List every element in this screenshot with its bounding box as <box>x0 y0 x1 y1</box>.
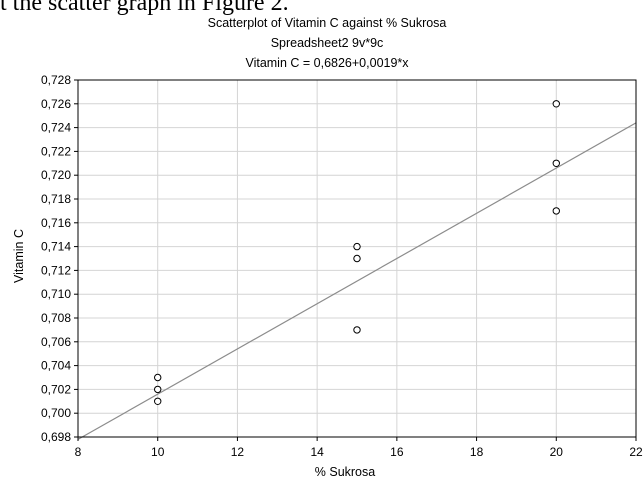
y-tick-label: 0,724 <box>41 121 71 135</box>
data-point <box>353 254 361 263</box>
x-axis-label: % Sukrosa <box>315 465 375 478</box>
x-tick-label: 18 <box>470 445 484 459</box>
chart-title: Scatterplot of Vitamin C against % Sukro… <box>208 16 447 30</box>
data-point <box>154 385 162 394</box>
data-point <box>552 207 560 215</box>
data-point <box>353 326 361 334</box>
regression-line <box>77 122 637 440</box>
y-tick-label: 0,698 <box>41 430 71 444</box>
plot-frame <box>77 79 637 438</box>
y-tick-label: 0,712 <box>41 263 71 277</box>
data-point <box>154 373 162 382</box>
data-point <box>154 397 162 405</box>
y-tick-label: 0,702 <box>41 382 71 396</box>
regression-equation: Vitamin C = 0,6826+0,0019*x <box>245 56 409 70</box>
y-tick-label: 0,718 <box>41 192 71 206</box>
document-lead-text: t the scatter graph in Figure 2. <box>0 0 289 16</box>
y-tick-label: 0,704 <box>41 359 71 373</box>
y-tick-label: 0,728 <box>41 73 71 87</box>
x-tick-label: 12 <box>231 445 245 459</box>
grid-lines <box>77 79 637 438</box>
y-tick-label: 0,700 <box>41 406 71 420</box>
y-tick-label: 0,708 <box>41 311 71 325</box>
x-tick-label: 22 <box>629 445 643 459</box>
chart-subtitle: Spreadsheet2 9v*9c <box>271 36 384 50</box>
y-tick-label: 0,726 <box>41 97 71 111</box>
y-tick-label: 0,716 <box>41 216 71 230</box>
x-tick-label: 20 <box>550 445 564 459</box>
data-point <box>353 242 361 251</box>
y-tick-label: 0,706 <box>41 335 71 349</box>
y-tick-label: 0,714 <box>41 240 71 254</box>
axis-ticks: 8 10 12 14 16 18 20 22 0,698 0,700 0,702 0,704 0,706… <box>41 73 643 459</box>
data-point <box>552 100 560 108</box>
y-tick-label: 0,720 <box>41 168 71 182</box>
x-tick-label: 8 <box>75 445 82 459</box>
x-tick-label: 14 <box>310 445 324 459</box>
y-tick-label: 0,710 <box>41 287 71 301</box>
regression-line-group <box>77 122 637 440</box>
data-point <box>552 159 560 168</box>
x-tick-label: 10 <box>151 445 165 459</box>
data-points <box>154 100 560 405</box>
y-tick-label: 0,722 <box>41 144 71 158</box>
x-tick-label: 16 <box>390 445 404 459</box>
y-axis-label: Vitamin C <box>12 229 26 283</box>
